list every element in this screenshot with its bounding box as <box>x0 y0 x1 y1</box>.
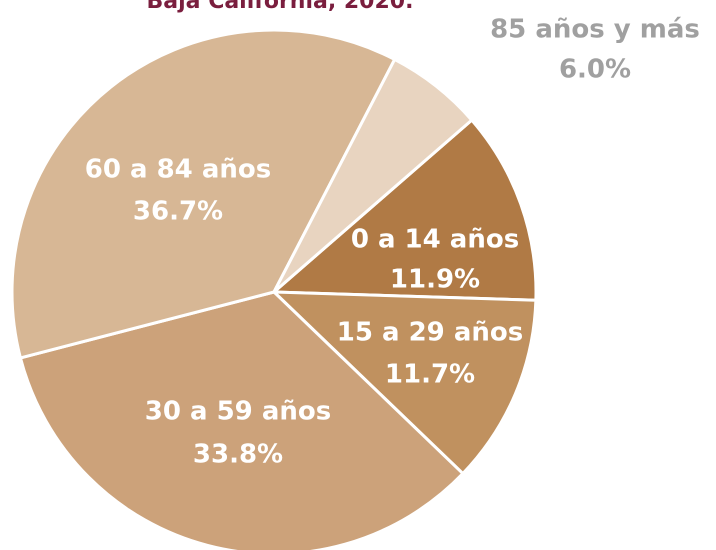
pie-slice <box>10 28 397 360</box>
slice-label: 30 a 59 años <box>145 397 331 427</box>
chart-title: Baja California, 2020. <box>147 0 414 14</box>
slice-label: 85 años y más <box>490 15 700 45</box>
value-label: 11.9% <box>390 265 480 295</box>
pie-slice <box>18 290 465 550</box>
slice-label: 15 a 29 años <box>337 318 523 348</box>
pie-slice <box>270 117 538 302</box>
pie-slice <box>270 290 538 476</box>
value-label: 33.8% <box>193 440 283 470</box>
pie-slice <box>272 57 474 294</box>
value-label: 36.7% <box>133 197 223 227</box>
slice-label: 0 a 14 años <box>351 225 519 255</box>
value-label: 11.7% <box>385 360 475 390</box>
value-label: 6.0% <box>559 55 631 85</box>
slice-label: 60 a 84 años <box>85 155 271 185</box>
